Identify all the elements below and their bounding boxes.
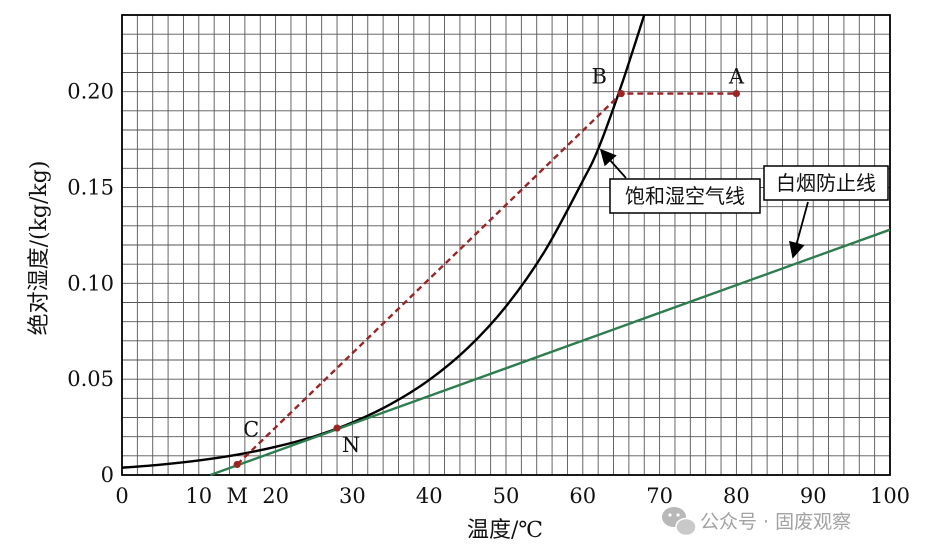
y-tick-label: 0.20 [67,80,114,104]
x-tick-label: 50 [493,484,520,508]
ticks-layer: 0 10 20 30 40 50 60 70 80 90 100 0 0.05 0.10 0.15 0.20 M [67,80,910,508]
point-a [732,89,741,98]
white-smoke-callout: 白烟防止线 [763,165,889,259]
point-label-n: N [342,433,360,457]
y-tick-label: 0.05 [67,367,114,391]
point-c [233,460,241,469]
x-tick-label: 30 [339,484,366,508]
x-tick-label: 80 [723,484,750,508]
white-smoke-callout-label: 白烟防止线 [776,171,876,195]
x-tick-label: 10 [185,484,212,508]
x-tick-label: 90 [800,484,827,508]
x-axis-title: 温度/℃ [467,518,543,543]
x-tick-label: 40 [416,484,443,508]
point-label-c: C [243,417,259,441]
point-b [617,89,625,98]
grid [122,15,890,475]
saturation-callout: 饱和湿空气线 [599,148,761,214]
x-tick-label: 70 [646,484,673,508]
y-axis-title: 绝对湿度/(kg/kg) [27,161,52,336]
y-tick-label: 0 [101,463,114,487]
watermark-text: 公众号 · 固废观察 [700,511,851,533]
x-tick-label: 60 [569,484,596,508]
watermark: 公众号 · 固废观察 [662,507,851,537]
point-label-b: B [591,65,606,89]
saturation-callout-label: 饱和湿空气线 [625,184,745,208]
white-smoke-callout-box [763,165,889,201]
plot-frame [121,14,891,476]
white-smoke-line [209,228,891,477]
x-tick-label: 20 [262,484,289,508]
wechat-icon [662,507,697,537]
point-label-a: A [728,65,745,89]
x-point-label-m: M [226,484,248,508]
x-tick-label: 100 [870,484,910,508]
y-tick-label: 0.15 [67,176,114,200]
x-tick-label: 0 [115,484,128,508]
points-layer: A B C N [233,65,745,469]
point-n [333,424,341,432]
saturation-curve [121,14,646,469]
white-smoke-callout-arrow [789,201,809,259]
saturation-callout-arrow [599,148,627,179]
saturation-callout-box [609,178,761,214]
y-tick-label: 0.10 [67,271,114,295]
